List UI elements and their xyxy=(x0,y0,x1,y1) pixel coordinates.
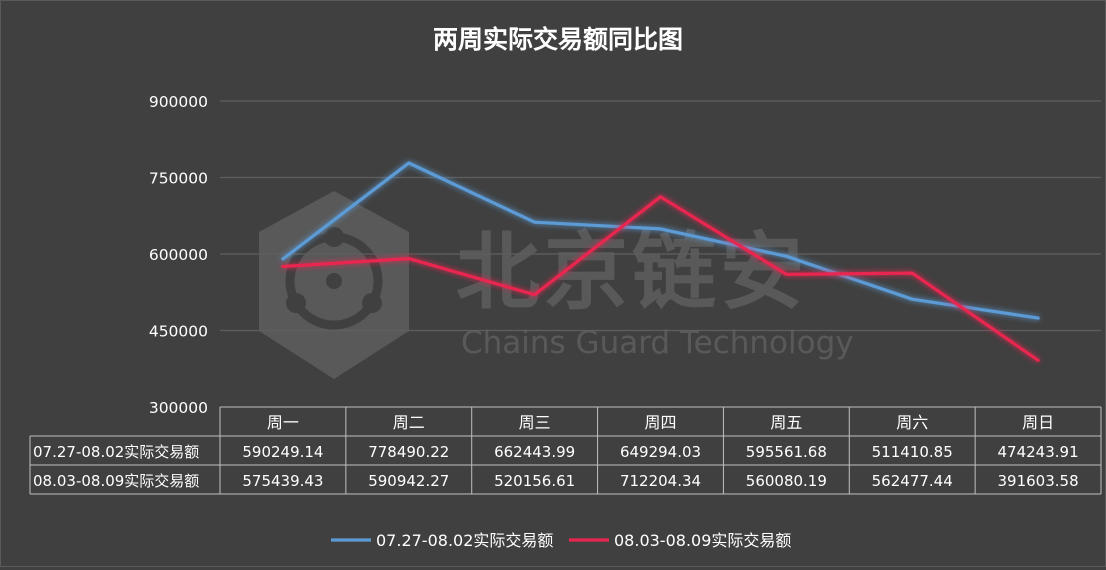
table-cell-value: 778490.22 xyxy=(368,443,449,461)
y-tick-label: 600000 xyxy=(149,246,208,264)
table-cell-value: 511410.85 xyxy=(872,443,953,461)
table-cell-value: 662443.99 xyxy=(494,443,575,461)
chart-title: 两周实际交易额同比图 xyxy=(433,25,683,54)
table-cell-value: 391603.58 xyxy=(998,472,1079,490)
x-tick-label: 周四 xyxy=(644,413,676,432)
table-series-name: 07.27-08.02实际交易额 xyxy=(33,443,199,461)
table-cell-value: 712204.34 xyxy=(620,472,701,490)
table-cell-value: 562477.44 xyxy=(872,472,953,490)
table-series-name: 08.03-08.09实际交易额 xyxy=(33,472,199,490)
data-table: 周一 周二 周三 周四 周五 周六 周日 07.27-08.02实际交易额 590249.14 7… xyxy=(30,407,1101,494)
table-cell-value: 649294.03 xyxy=(620,443,701,461)
x-tick-label: 周五 xyxy=(770,413,802,432)
table-cell-value: 590249.14 xyxy=(242,443,323,461)
table-cell-value: 595561.68 xyxy=(746,443,827,461)
x-tick-label: 周一 xyxy=(267,413,299,432)
y-tick-label: 450000 xyxy=(149,323,208,341)
legend: 07.27-08.02实际交易额 08.03-08.09实际交易额 xyxy=(331,531,791,550)
table-cell-value: 575439.43 xyxy=(242,472,323,490)
watermark-logo: 北京链安 Chains Guard Technology xyxy=(259,191,854,379)
x-tick-label: 周日 xyxy=(1022,413,1054,432)
table-cell-value: 474243.91 xyxy=(998,443,1079,461)
legend-label: 07.27-08.02实际交易额 xyxy=(376,531,553,550)
y-tick-label: 300000 xyxy=(149,399,208,417)
x-tick-label: 周三 xyxy=(519,413,551,432)
table-cell-value: 560080.19 xyxy=(746,472,827,490)
table-cell-value: 590942.27 xyxy=(368,472,449,490)
x-tick-label: 周二 xyxy=(393,413,425,432)
y-axis-ticks: 900000 750000 600000 450000 300000 xyxy=(149,93,208,417)
y-tick-label: 750000 xyxy=(149,170,208,188)
x-tick-label: 周六 xyxy=(896,413,928,432)
table-cell-value: 520156.61 xyxy=(494,472,575,490)
legend-label: 08.03-08.09实际交易额 xyxy=(614,531,791,550)
svg-text:北京链安: 北京链安 xyxy=(456,223,808,321)
y-tick-label: 900000 xyxy=(149,93,208,111)
